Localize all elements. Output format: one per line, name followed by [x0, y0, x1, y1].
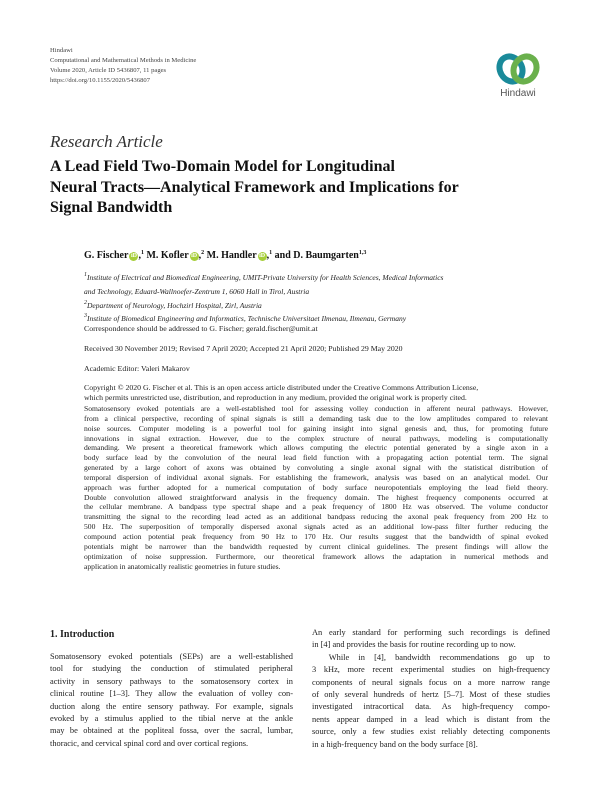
affiliation-text: and Technology, Eduard-Wallnoefer-Zentru…: [84, 286, 310, 296]
copyright: Copyright © 2020 G. Fischer et al. This …: [84, 383, 478, 403]
volume-info: Volume 2020, Article ID 5436807, 11 page…: [50, 67, 167, 74]
body-line: in [4] and provides the basis for routin…: [312, 640, 516, 650]
abstract-line: optimization of noise suppression. Furth…: [84, 551, 548, 561]
intro-left-column: Somatosensory evoked potentials (SEPs) a…: [50, 651, 293, 750]
author-name: G. Fischer: [84, 250, 129, 261]
affiliation-number: 1: [84, 272, 87, 278]
affiliation-marker: 1,3: [358, 250, 367, 256]
body-line: tool for studying the conduction of stim…: [50, 664, 293, 674]
title-line: Neural Tracts—Analytical Framework and I…: [50, 178, 459, 196]
article-title: A Lead Field Two-Domain Model for Longit…: [50, 157, 530, 219]
abstract-line: compound action potential peak frequency…: [84, 531, 548, 541]
abstract-line: temporal dispersion of individual axonal…: [84, 472, 548, 482]
abstract-line: body surface lead by the convolution of …: [84, 453, 548, 463]
body-line: components of neural signals focus on a …: [312, 677, 550, 687]
affiliation-text: Institute of Biomedical Engineering and …: [87, 314, 407, 324]
abstract-line: the cellular membrane. A bandpass type s…: [84, 502, 548, 512]
affiliation: 1Institute of Electrical and Biomedical …: [84, 270, 544, 284]
abstract-line: application in anatomically realistic ge…: [84, 561, 281, 571]
body-line: While in [4], bandwidth recommendations …: [312, 652, 550, 662]
affiliation-text: Department of Neurology, Hochzirl Hospit…: [87, 300, 262, 310]
abstract-line: noise sources. Computer modeling is a po…: [84, 423, 548, 433]
orcid-icon[interactable]: iD: [257, 252, 267, 261]
body-line: in a high-frequency band on the body sur…: [312, 739, 478, 749]
affiliation: 3Institute of Biomedical Engineering and…: [84, 311, 544, 325]
body-line: duction along the entire sensory pathway…: [50, 701, 293, 711]
body-line: clinical routine [1–3]. They allow the e…: [50, 689, 293, 699]
abstract-line: demanding. We present a theoretical fram…: [84, 443, 548, 453]
academic-editor: Academic Editor: Valeri Makarov: [84, 364, 190, 373]
body-line: source, only a few studies exist reliabl…: [312, 727, 550, 737]
body-line: investigated intracortical data. As high…: [312, 702, 550, 712]
body-line: nents appear damped in a lead which is d…: [312, 714, 550, 724]
affiliation-number: 3: [84, 313, 87, 320]
body-line: 3 kHz, more recent experimental studies …: [312, 665, 550, 675]
title-line: Signal Bandwidth: [50, 199, 173, 216]
abstract-line: Somatosensory evoked potentials are a we…: [84, 404, 548, 413]
correspondence: Correspondence should be addressed to G.…: [84, 324, 318, 333]
hindawi-rings-icon: [496, 53, 540, 85]
author-list: G. Fischer iD ,1 M. Kofler iD ,2 M. Handler i…: [84, 250, 367, 261]
affiliation-number: 2: [84, 299, 87, 306]
journal-name: Computational and Mathematical Methods i…: [50, 57, 197, 64]
author-name: and D. Baumgarten: [274, 250, 359, 261]
body-line: An early standard for performing such re…: [312, 628, 550, 637]
abstract-line: Double convolution allowed straightforwa…: [84, 492, 548, 502]
abstract-line: approach was further adopted for a numer…: [84, 482, 548, 492]
orcid-icon[interactable]: iD: [129, 252, 139, 261]
body-line: activity in sensory pathways to the soma…: [50, 676, 293, 686]
abstract-line: generated by a large cohort of axons was…: [84, 463, 548, 473]
abstract-line: transmitting the signal to the recording…: [84, 512, 548, 522]
affiliation-marker: 2: [201, 250, 205, 256]
affiliation-marker: 1: [140, 250, 144, 256]
body-line: Somatosensory evoked potentials (SEPs) a…: [50, 652, 293, 661]
affiliation: and Technology, Eduard-Wallnoefer-Zentru…: [84, 284, 544, 298]
abstract-line: 500 Hz. The superposition of temporally …: [84, 522, 548, 532]
abstract-line: from a clinical perspective, recording o…: [84, 413, 548, 423]
copyright-line: Copyright © 2020 G. Fischer et al. This …: [84, 383, 479, 392]
publication-dates: Received 30 November 2019; Revised 7 Apr…: [84, 344, 403, 353]
body-line: may be obtained at the popliteal fossa, …: [50, 726, 293, 736]
body-line: thoracic, and cervical spinal cord and o…: [50, 738, 249, 748]
body-line: evoked by a stimulus applied to the tibi…: [50, 714, 293, 724]
affiliations: 1Institute of Electrical and Biomedical …: [84, 270, 544, 325]
publisher: Hindawi: [50, 47, 73, 54]
affiliation: 2Department of Neurology, Hochzirl Hospi…: [84, 298, 544, 312]
title-line: A Lead Field Two-Domain Model for Longit…: [50, 158, 395, 175]
hindawi-logo: Hindawi: [494, 50, 542, 106]
section-heading: 1. Introduction: [50, 629, 115, 640]
author-name: M. Handler: [206, 250, 257, 261]
abstract-line: innovations in signal extraction. Howeve…: [84, 433, 548, 443]
author-name: M. Kofler: [146, 250, 189, 261]
copyright-line: which permits unrestricted use, distribu…: [84, 393, 467, 402]
affiliation-marker: 1: [269, 250, 273, 256]
orcid-icon[interactable]: iD: [189, 252, 199, 261]
intro-right-column: An early standard for performing such re…: [312, 627, 550, 751]
body-line: of only several hundreds of hertz [5–7].…: [312, 690, 550, 700]
abstract: Somatosensory evoked potentials are a we…: [84, 404, 548, 571]
abstract-line: potentials might be narrower than the ba…: [84, 541, 548, 551]
journal-header: Hindawi Computational and Mathematical M…: [50, 46, 196, 86]
logo-text: Hindawi: [500, 88, 536, 99]
article-type: Research Article: [50, 132, 163, 151]
doi-link[interactable]: https://doi.org/10.1155/2020/5436807: [50, 77, 151, 84]
affiliation-text: Institute of Electrical and Biomedical E…: [87, 273, 444, 282]
